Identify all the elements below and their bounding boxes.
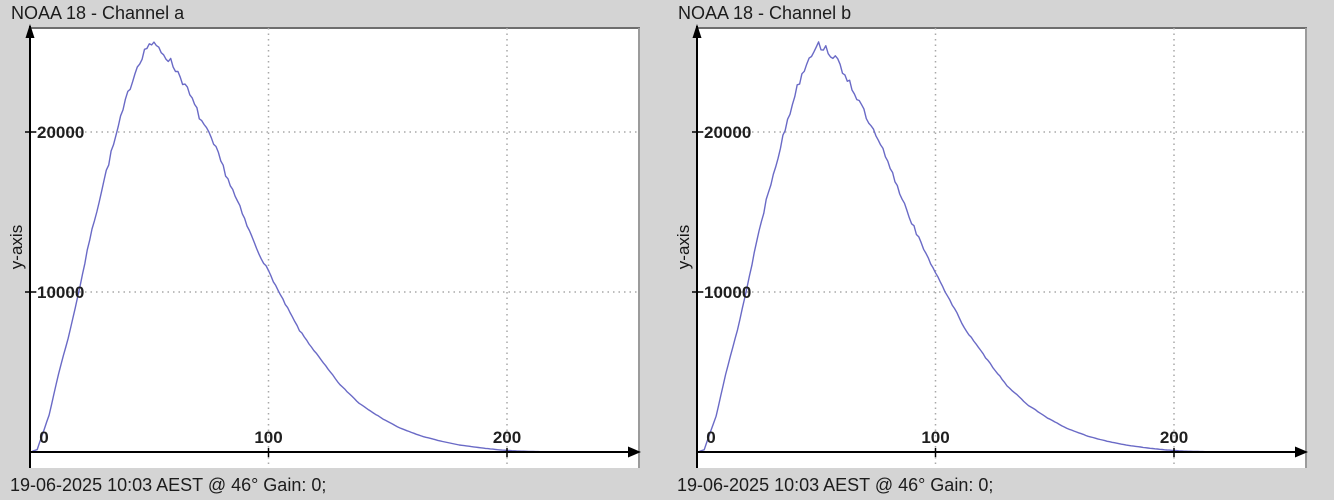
y-tick-label-10000: 10000 [704, 283, 751, 302]
x-tick-label-200: 200 [1160, 428, 1188, 447]
chart-noaa18-channel-b: NOAA 18 - Channel b y-axis 0 100 200 10000 2… [667, 0, 1334, 500]
chart-title: NOAA 18 - Channel a [11, 3, 185, 23]
y-axis-label: y-axis [7, 224, 26, 270]
y-tick-label-10000: 10000 [37, 283, 84, 302]
y-tick-label-20000: 20000 [37, 123, 84, 142]
plot-area: 0 100 200 10000 20000 [25, 24, 641, 468]
x-tick-label-0: 0 [706, 428, 715, 447]
chart-footer: 19-06-2025 10:03 AEST @ 46° Gain: 0; [677, 475, 994, 495]
y-tick-label-20000: 20000 [704, 123, 751, 142]
y-axis-label: y-axis [674, 224, 693, 270]
y-axis-arrow [692, 24, 702, 38]
plot-background [30, 28, 640, 468]
chart-title: NOAA 18 - Channel b [678, 3, 852, 23]
x-tick-label-100: 100 [921, 428, 949, 447]
x-axis-arrow [1295, 446, 1308, 458]
chart-noaa18-channel-a: NOAA 18 - Channel a y-axis 0 100 200 10000 2… [7, 3, 641, 495]
x-axis-arrow [628, 446, 641, 458]
plot-background [697, 28, 1307, 468]
x-tick-label-100: 100 [254, 428, 282, 447]
plot-area: 0 100 200 10000 20000 [692, 24, 1308, 468]
chart-footer: 19-06-2025 10:03 AEST @ 46° Gain: 0; [10, 475, 327, 495]
x-tick-label-0: 0 [39, 428, 48, 447]
x-tick-label-200: 200 [493, 428, 521, 447]
y-axis-arrow [25, 24, 35, 38]
